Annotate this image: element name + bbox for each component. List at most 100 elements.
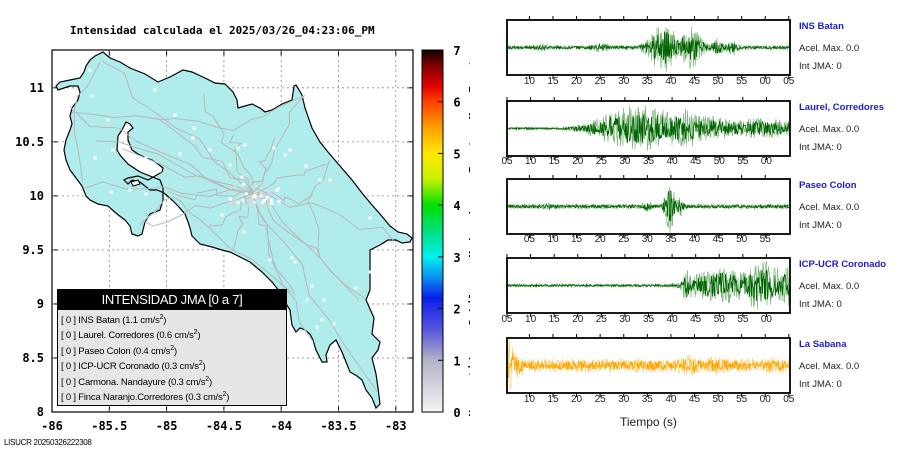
map-ytick-label: 10.5 — [15, 135, 44, 149]
seismogram-tick-label: 00 — [760, 76, 772, 87]
road-line — [102, 61, 253, 194]
legend-unit: cm/s — [140, 315, 160, 326]
station-marker — [263, 198, 267, 202]
station-marker — [320, 318, 324, 322]
seismogram-panel: 05 10 15 20 25 30 35 40 45 50 55 00 — [501, 254, 791, 325]
station-marker — [144, 156, 148, 160]
seismogram-tick-label: 40 — [667, 314, 679, 325]
legend-pga: 1.1 — [125, 315, 138, 326]
station-int-jma: Int JMA: 0 — [799, 142, 842, 153]
station-acel-max: Acel. Max. 0.0 — [799, 361, 860, 372]
seismogram-tick-label: 35 — [665, 234, 677, 245]
station-name-label: Paseo Colon — [799, 180, 857, 191]
map-xtick-label: -85.5 — [91, 419, 127, 433]
seismogram-trace-envelope — [507, 186, 790, 233]
seismogram-tick-label: 40 — [665, 76, 677, 87]
station-marker — [144, 192, 148, 196]
seismogram-tick-label: 00 — [761, 314, 773, 325]
colorbar-category-label: No sentido — [467, 350, 470, 417]
legend-unit-exp: 2 — [170, 344, 174, 352]
seismogram-tick-label: 05 — [783, 394, 795, 405]
station-marker — [267, 191, 271, 195]
road-line — [307, 159, 359, 300]
seismogram-tick-label: 30 — [618, 394, 630, 405]
seismogram-tick-label: 20 — [595, 234, 607, 245]
colorbar-tick-label: 6 — [453, 96, 460, 110]
colorbar-tick-label: 5 — [453, 147, 460, 161]
station-marker — [283, 153, 287, 157]
station-marker — [368, 270, 372, 274]
station-marker — [262, 194, 266, 198]
seismogram-tick-label: 35 — [643, 314, 655, 325]
station-marker — [93, 156, 97, 160]
colorbar-tick-label: 1 — [453, 354, 460, 368]
road-line — [69, 105, 253, 194]
seismogram-tick-label: 35 — [642, 76, 654, 87]
legend-unit-exp: 2 — [159, 313, 164, 321]
station-marker — [231, 203, 235, 207]
legend-pga: 0.3 — [164, 361, 178, 373]
seismogram-tick-label: 45 — [713, 234, 725, 245]
station-marker — [242, 230, 246, 234]
seismogram-tick-label: 25 — [596, 314, 608, 325]
station-marker — [153, 88, 157, 92]
road-line — [95, 140, 253, 194]
colorbar-category-label: Muy Fuerte — [467, 53, 470, 120]
road-line — [71, 95, 304, 132]
legend-entry: [ 0 ] INS Batan (1.1 cm/s2) — [61, 313, 167, 326]
legend-entry: [ 0 ] ICP-UCR Coronado (0.3 cm/s2) — [61, 360, 206, 373]
station-marker — [191, 136, 195, 140]
station-marker — [255, 197, 259, 201]
station-marker — [106, 118, 110, 122]
map-ytick-label: 10 — [30, 189, 44, 203]
seismogram-tick-label: 40 — [665, 394, 677, 405]
seismogram-tick-label: 55 — [737, 156, 749, 167]
legend-unit: cm/s — [186, 376, 206, 388]
station-marker — [261, 203, 265, 207]
seismogram-trace-envelope — [507, 260, 790, 310]
road-line — [251, 192, 394, 241]
road-line — [168, 188, 253, 201]
seismogram-tick-label: 05 — [524, 234, 536, 245]
seismogram-tick-label: 45 — [690, 314, 702, 325]
legend-unit: cm/s — [150, 345, 171, 357]
legend-unit-exp: 2 — [222, 390, 227, 398]
station-name-label: Laurel, Corredores — [799, 102, 884, 113]
seismogram-frame — [506, 257, 791, 314]
map-xtick-label: -83.5 — [320, 419, 356, 433]
colorbar-tick-label: 0 — [453, 406, 460, 420]
seismogram-tick-label: 05 — [501, 314, 513, 325]
station-marker — [260, 184, 264, 188]
map-frame — [51, 49, 414, 413]
station-marker — [354, 286, 358, 290]
seismogram-tick-label: 20 — [571, 76, 583, 87]
seismogram-tick-label: 55 — [760, 234, 772, 245]
station-marker — [277, 186, 281, 190]
legend-entry: [ 0 ] Laurel. Corredores (0.6 cm/s2) — [61, 329, 201, 342]
seismogram-tick-label: 20 — [572, 314, 584, 325]
map-xtick-label: -84.5 — [206, 419, 242, 433]
station-marker — [268, 258, 272, 262]
station-marker — [228, 197, 232, 201]
road-line — [229, 134, 254, 194]
road-line — [73, 61, 101, 182]
station-acel-max: Acel. Max. 0.0 — [799, 124, 860, 135]
station-marker — [305, 298, 309, 302]
seismogram-tick-label: 10 — [525, 156, 537, 167]
legend-station: INS Batan — [78, 315, 120, 326]
seismogram-trace-envelope — [507, 105, 790, 151]
station-marker — [128, 188, 132, 192]
seismogram-tick-label: 50 — [714, 314, 726, 325]
seismogram-tick-label: 50 — [736, 234, 748, 245]
seismogram-trace — [507, 353, 790, 379]
station-marker — [259, 194, 263, 198]
station-markers — [88, 68, 372, 329]
seismogram-frame — [506, 100, 791, 157]
map-xtick-label: -84 — [270, 419, 292, 433]
station-marker — [318, 178, 322, 182]
seismogram-tick-label: 20 — [571, 394, 583, 405]
station-marker — [275, 188, 279, 192]
station-marker — [293, 260, 297, 264]
seismogram-tick-label: 15 — [547, 76, 559, 87]
seismogram-tick-label: 05 — [783, 76, 795, 87]
